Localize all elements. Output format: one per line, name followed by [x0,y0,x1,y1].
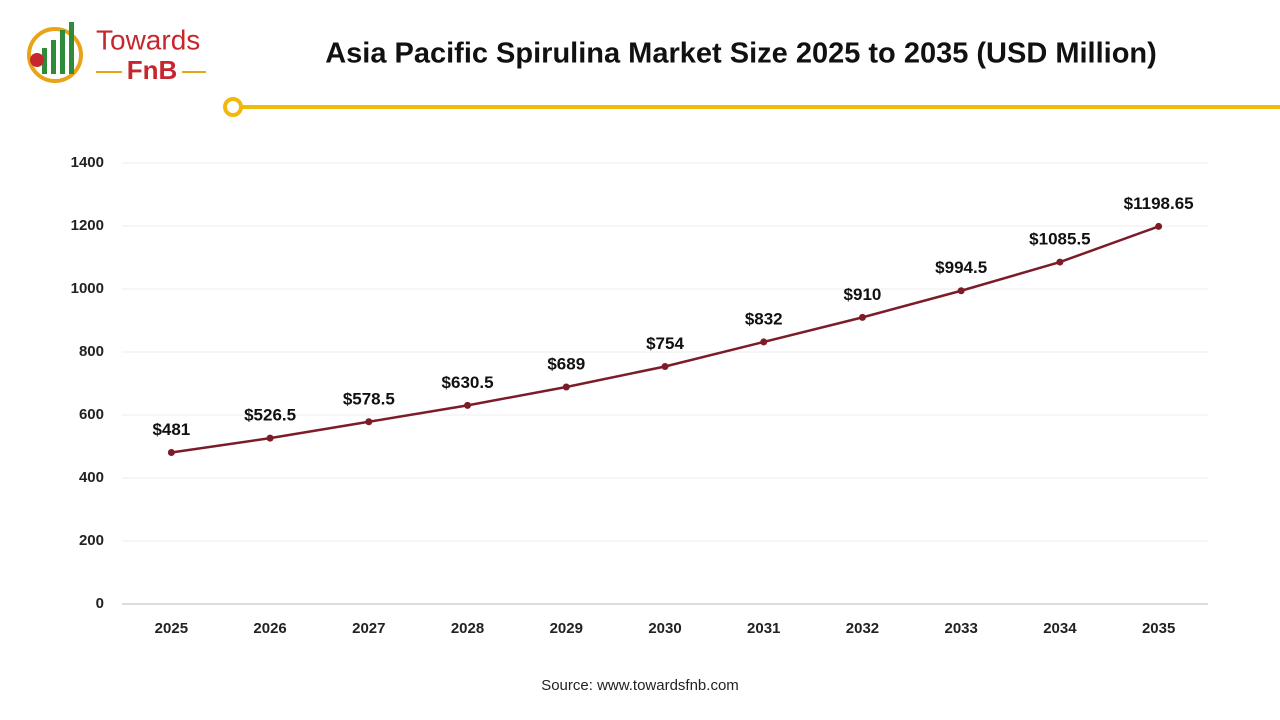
logo-text: FnB [127,55,178,85]
value-label: $689 [547,354,585,373]
y-tick-label: 0 [96,595,104,612]
point [957,287,965,295]
value-label: $832 [745,309,783,328]
y-tick-label: 800 [79,343,104,360]
source: Source: www.towardsfnb.com [541,677,739,694]
x-tick-label: 2026 [253,620,286,637]
point [1155,222,1163,230]
logo-bar [51,40,56,74]
point [760,338,768,346]
point [167,448,175,456]
y-tick-label: 1000 [71,280,104,297]
logo-bar [69,22,74,74]
logo-bar [60,30,65,74]
logo-ring [27,27,83,83]
point [1056,258,1064,266]
point [858,313,866,321]
chart-title: Asia Pacific Spirulina Market Size 2025 … [325,38,1157,70]
y-tick-label: 400 [79,469,104,486]
point [464,401,472,409]
x-tick-label: 2027 [352,620,385,637]
logo-bar [42,48,47,74]
value-label: $1085.5 [1029,230,1090,249]
logo-dot [30,53,44,67]
logo: Towards FnB [27,22,206,85]
point [661,362,669,370]
value-label: $630.5 [442,373,494,392]
x-tick-label: 2030 [648,620,681,637]
y-tick-label: 200 [79,532,104,549]
x-tick-label: 2031 [747,620,780,637]
value-label: $1198.65 [1124,194,1194,213]
value-label: $754 [646,334,684,353]
point [266,434,274,442]
x-tick-label: 2035 [1142,620,1175,637]
value-label: $994.5 [935,258,987,277]
x-tick-label: 2033 [944,620,977,637]
x-tick-label: 2029 [550,620,583,637]
x-tick-label: 2034 [1043,620,1077,637]
logo-text: Towards [96,24,200,55]
x-tick-label: 2028 [451,620,484,637]
x-tick-label: 2025 [155,620,188,637]
value-label: $910 [844,285,882,304]
value-label: $578.5 [343,389,395,408]
y-tick-label: 1200 [71,217,104,234]
value-label: $526.5 [244,406,296,425]
point [365,418,373,426]
title-rule-dot [223,97,243,117]
y-tick-label: 600 [79,406,104,423]
point [562,383,570,391]
x-tick-label: 2032 [846,620,879,637]
value-label: $481 [152,420,190,439]
y-tick-label: 1400 [71,154,104,171]
